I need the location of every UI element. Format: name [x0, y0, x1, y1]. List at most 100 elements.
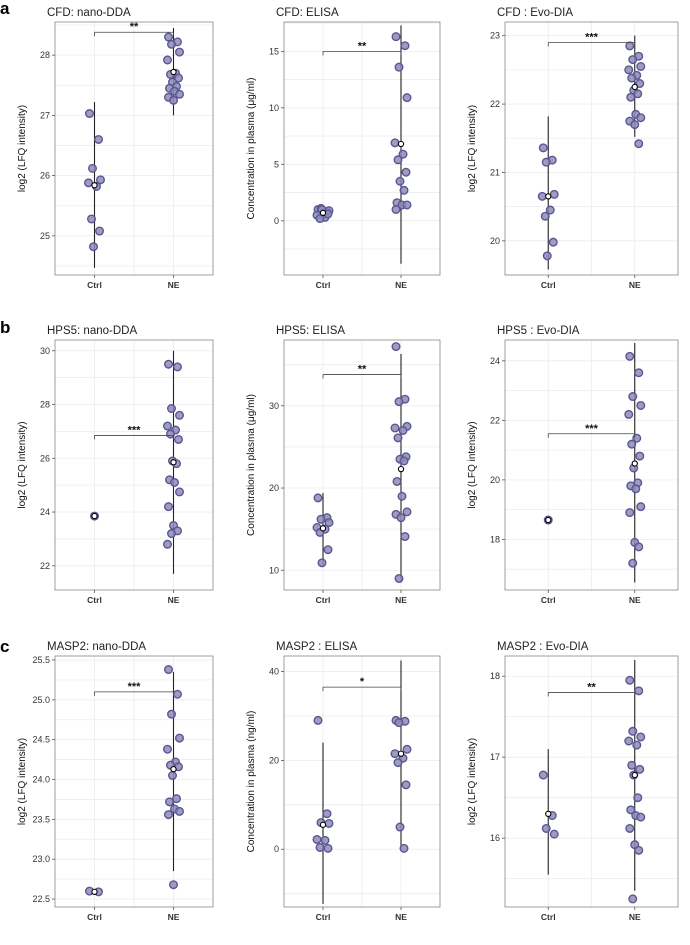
- chart-1: 25 26 27 28 Ctrl NE CFD: nano-DDA log2 (LFQ int…: [17, 7, 214, 290]
- chart-8-ctrl-point: [323, 843, 333, 853]
- chart-8-ctrl-point: [320, 835, 330, 845]
- chart-9-ctrl-point: [538, 770, 548, 780]
- chart-4-frame: [54, 339, 214, 591]
- chart-3-ctrl-point: [537, 191, 547, 201]
- chart-2-ne-point: [402, 200, 412, 210]
- chart-9-ne-point: [633, 793, 643, 803]
- chart-9-ne-point: [624, 736, 634, 746]
- chart-9-ytick-label: 16: [490, 833, 500, 843]
- chart-4-title: HPS5: nano-DDA: [47, 325, 137, 337]
- chart-5-ne-point: [400, 532, 410, 542]
- chart-8-ytick-label: 40: [269, 667, 279, 677]
- chart-8-ne-point: [393, 758, 403, 768]
- chart-5-ne-point: [390, 423, 400, 433]
- chart-4-significance-label: ***: [128, 424, 142, 436]
- chart-8-ne-point: [394, 718, 404, 728]
- chart-7-significance-label: ***: [128, 681, 142, 693]
- chart-2-xtick-label-ctrl: Ctrl: [316, 280, 331, 290]
- chart-6-ne-point: [636, 400, 646, 410]
- chart-9-ne-point: [628, 894, 638, 904]
- chart-6-ne-point: [634, 542, 644, 552]
- panel-letter-c: c: [0, 637, 9, 656]
- chart-4-xtick-label-ctrl: Ctrl: [87, 595, 102, 605]
- chart-1-ne-mean-marker: [170, 68, 177, 76]
- chart-2-ne-point: [391, 204, 401, 214]
- chart-6-ne-point: [634, 368, 644, 378]
- chart-4-ytick-label: 26: [40, 453, 50, 463]
- chart-8-frame: [283, 655, 441, 908]
- chart-9-ctrl-point: [541, 823, 551, 833]
- chart-2-ytick-label: 5: [274, 159, 279, 169]
- chart-4-ne-point: [163, 359, 173, 369]
- chart-7-ylabel: log2 (LFQ intensity): [17, 738, 28, 825]
- chart-9-ylabel: log2 (LFQ intensity): [467, 738, 478, 825]
- chart-5: 10 20 30 Ctrl NE HPS5: ELISA Concentration in …: [246, 325, 441, 605]
- chart-9-ne-point: [636, 732, 646, 742]
- chart-8-ytick-label: 20: [269, 755, 279, 765]
- chart-8: 0 20 40 Ctrl NE MASP2 : ELISA Concentration in…: [246, 641, 441, 922]
- chart-5-significance-label: **: [358, 364, 367, 376]
- chart-7-ctrl-mean-marker: [91, 888, 98, 896]
- chart-7-ne-point: [168, 880, 178, 890]
- chart-9-ctrl-point: [549, 829, 559, 839]
- chart-8-ne-point: [395, 822, 405, 832]
- chart-7-ne-point: [166, 709, 176, 719]
- chart-5-xtick-label-ctrl: Ctrl: [316, 595, 331, 605]
- chart-9-significance-label: **: [587, 681, 596, 693]
- chart-9-ne-point: [634, 845, 644, 855]
- chart-6-ne-point: [636, 502, 646, 512]
- chart-3-frame: [504, 21, 679, 276]
- chart-6-ytick-label: 22: [490, 415, 500, 425]
- chart-8-significance-label: *: [360, 676, 365, 688]
- chart-8-ne-point: [399, 843, 409, 853]
- chart-7-ytick-label: 23.5: [32, 814, 50, 824]
- chart-4-ytick-label: 22: [40, 561, 50, 571]
- chart-4-ytick-label: 28: [40, 400, 50, 410]
- chart-2-ne-point: [390, 138, 400, 148]
- chart-5-ctrl-point: [324, 518, 334, 528]
- chart-9-ctrl-mean-marker: [545, 810, 552, 818]
- chart-2-title: CFD: ELISA: [276, 7, 339, 19]
- chart-8-ctrl-point: [322, 809, 332, 819]
- chart-7-frame: [54, 655, 214, 908]
- chart-8-ne-point: [390, 749, 400, 759]
- chart-5-ylabel: Concentration in plasma (μg/ml): [246, 394, 257, 536]
- chart-2-ne-point: [400, 41, 410, 51]
- chart-2-ylabel: Concentration in plasma (μg/ml): [246, 78, 257, 220]
- chart-9-ne-mean-marker: [631, 771, 638, 779]
- chart-3-title: CFD : Evo-DIA: [497, 7, 573, 19]
- chart-3-xtick-label-ne: NE: [629, 280, 641, 290]
- chart-7-ytick-label: 22.5: [32, 894, 50, 904]
- chart-6-frame: [504, 339, 679, 591]
- chart-8-ctrl-mean-marker: [319, 821, 327, 828]
- chart-7-ne-point: [174, 806, 184, 816]
- chart-9-ne-point: [625, 675, 635, 685]
- chart-6-ylabel: log2 (LFQ intensity): [467, 421, 478, 508]
- chart-2-ne-mean-marker: [397, 140, 405, 148]
- chart-4-ne-point: [174, 487, 184, 497]
- chart-6-xtick-label-ne: NE: [629, 595, 641, 605]
- chart-5-ytick-label: 30: [269, 401, 279, 411]
- chart-8-ctrl-point: [312, 834, 322, 844]
- chart-9-title: MASP2 : Evo-DIA: [497, 641, 589, 653]
- chart-9: 16 17 18 Ctrl NE MASP2 : Evo-DIA log2 (LFQ int…: [467, 641, 679, 922]
- chart-7-ytick-label: 23.0: [32, 854, 50, 864]
- chart-9-ne-point: [625, 823, 635, 833]
- chart-5-ytick-label: 10: [269, 565, 279, 575]
- chart-1-ne-point: [162, 55, 172, 65]
- chart-1-xtick-label-ctrl: Ctrl: [87, 280, 102, 290]
- chart-3-ytick-label: 23: [490, 31, 500, 41]
- chart-3-ne-point: [633, 89, 643, 99]
- chart-6-ne-point: [628, 558, 638, 568]
- chart-4-ne-point: [162, 539, 172, 549]
- chart-5-ne-point: [392, 476, 402, 486]
- chart-1-ne-point: [173, 73, 183, 83]
- chart-2-significance-label: **: [358, 40, 367, 52]
- chart-1-ctrl-point: [95, 175, 105, 185]
- chart-9-xtick-label-ne: NE: [629, 912, 641, 922]
- chart-1-ylabel: log2 (LFQ intensity): [17, 105, 28, 192]
- chart-1-ctrl-point: [83, 178, 93, 188]
- chart-1-ne-point: [174, 47, 184, 57]
- chart-7-ytick-label: 24.0: [32, 775, 50, 785]
